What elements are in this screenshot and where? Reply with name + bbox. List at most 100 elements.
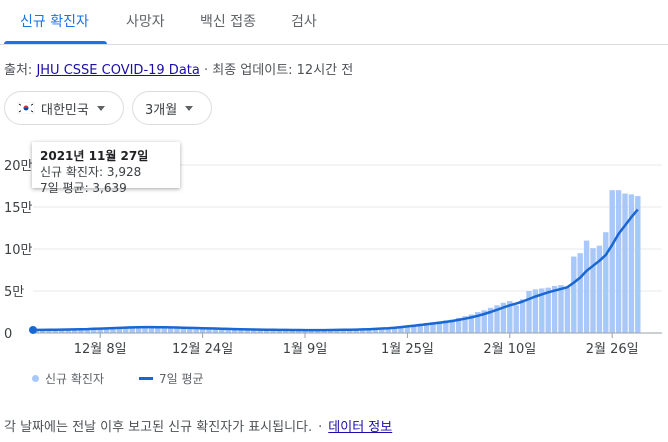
bar <box>110 327 116 333</box>
source-prefix: 출처: <box>4 63 37 78</box>
bar <box>251 329 257 333</box>
bar <box>347 329 353 333</box>
source-link[interactable]: JHU CSSE COVID-19 Data <box>36 63 200 78</box>
y-tick-label: 5만 <box>4 285 24 300</box>
bar <box>455 317 462 333</box>
bar <box>551 285 558 333</box>
bar <box>295 330 302 333</box>
bar <box>71 329 78 333</box>
bar <box>91 328 97 333</box>
bar <box>167 327 174 333</box>
footer-separator: · <box>318 420 323 435</box>
bar <box>116 327 123 333</box>
bar <box>487 307 494 333</box>
bar <box>340 329 347 333</box>
legend-line-label: 7일 평균 <box>159 372 204 386</box>
bar <box>564 287 571 333</box>
bar <box>590 248 596 333</box>
bar <box>174 327 180 333</box>
line-legend-swatch <box>139 377 153 380</box>
bar <box>276 329 283 333</box>
caret-down-icon <box>185 105 194 111</box>
bar <box>545 287 551 333</box>
tab-testing[interactable]: 검사 <box>291 14 317 30</box>
y-tick-label: 20만 <box>4 159 33 174</box>
bar <box>148 327 155 333</box>
bar <box>353 329 359 333</box>
data-info-link[interactable]: 데이터 정보 <box>328 420 393 435</box>
bar <box>46 329 52 333</box>
bar <box>513 305 519 333</box>
last-updated: · 최종 업데이트: 12시간 전 <box>199 63 354 78</box>
bar <box>443 320 449 333</box>
bar <box>577 253 583 333</box>
bar <box>391 327 398 333</box>
bar <box>372 328 379 333</box>
bar <box>526 291 532 333</box>
tooltip-date: 2021년 11월 27일 <box>40 149 149 163</box>
x-tick-label: 12월 24일 <box>172 342 233 357</box>
bar <box>129 327 135 333</box>
x-tick-label: 2월 10일 <box>483 342 536 357</box>
bar <box>219 328 225 333</box>
bar <box>206 328 212 333</box>
period-dropdown[interactable]: 3개월 <box>132 91 212 125</box>
bar <box>187 327 193 333</box>
bar <box>155 327 161 333</box>
bar <box>423 322 430 333</box>
x-tick-label: 1월 25일 <box>381 342 434 357</box>
bar <box>257 329 263 333</box>
bar <box>385 327 391 333</box>
bar <box>244 329 251 333</box>
tab-vaccinations[interactable]: 백신 접종 <box>200 14 256 30</box>
bar <box>84 328 91 333</box>
bar <box>494 305 500 333</box>
tab-deaths[interactable]: 사망자 <box>126 14 165 30</box>
bar <box>142 326 148 333</box>
bar <box>123 327 129 333</box>
bar <box>519 299 526 333</box>
bar <box>583 240 590 333</box>
bar <box>315 330 321 333</box>
bar <box>462 316 468 333</box>
bar <box>327 329 334 333</box>
bar <box>430 322 436 333</box>
tooltip-cases: 신규 확진자: 3,928 <box>40 165 142 179</box>
bar <box>398 326 404 333</box>
bar <box>161 327 167 333</box>
chart-tooltip: 2021년 11월 27일 신규 확진자: 3,928 7일 평균: 3,639 <box>32 142 180 195</box>
bar-legend-swatch <box>32 375 39 382</box>
bar <box>366 328 372 333</box>
y-tick-label: 15만 <box>4 201 33 216</box>
cases-chart[interactable]: 0 5만 10만 15만 20만 12월 8일 12월 24일 1월 9일 1월 25일 2월 1… <box>0 140 668 365</box>
bar <box>78 329 84 333</box>
tab-new-cases[interactable]: 신규 확진자 <box>20 14 89 30</box>
period-label: 3개월 <box>145 102 178 118</box>
y-tick-label: 10만 <box>4 243 33 258</box>
bar <box>334 329 340 333</box>
bar <box>359 329 366 333</box>
bar <box>321 330 327 333</box>
bar <box>59 329 65 333</box>
bar <box>135 327 142 333</box>
bar <box>571 256 577 333</box>
active-tab-indicator <box>4 41 107 44</box>
bar <box>417 323 423 333</box>
bar <box>308 330 315 333</box>
legend-bars: 신규 확진자 <box>32 370 104 387</box>
bar <box>404 325 411 333</box>
region-label: 대한민국 <box>41 102 89 118</box>
bar <box>635 196 641 333</box>
bar <box>231 329 238 333</box>
region-dropdown[interactable]: 대한민국 <box>4 91 124 125</box>
average-line <box>36 208 639 332</box>
bar <box>622 193 628 333</box>
bar <box>97 328 103 333</box>
bar <box>628 194 635 333</box>
footer-text: 각 날짜에는 전날 이후 보고된 신규 확진자가 표시됩니다. <box>4 420 313 435</box>
bar <box>65 329 71 333</box>
bar <box>532 289 539 333</box>
bar <box>539 288 545 333</box>
bar <box>449 319 455 333</box>
bar <box>615 190 622 333</box>
